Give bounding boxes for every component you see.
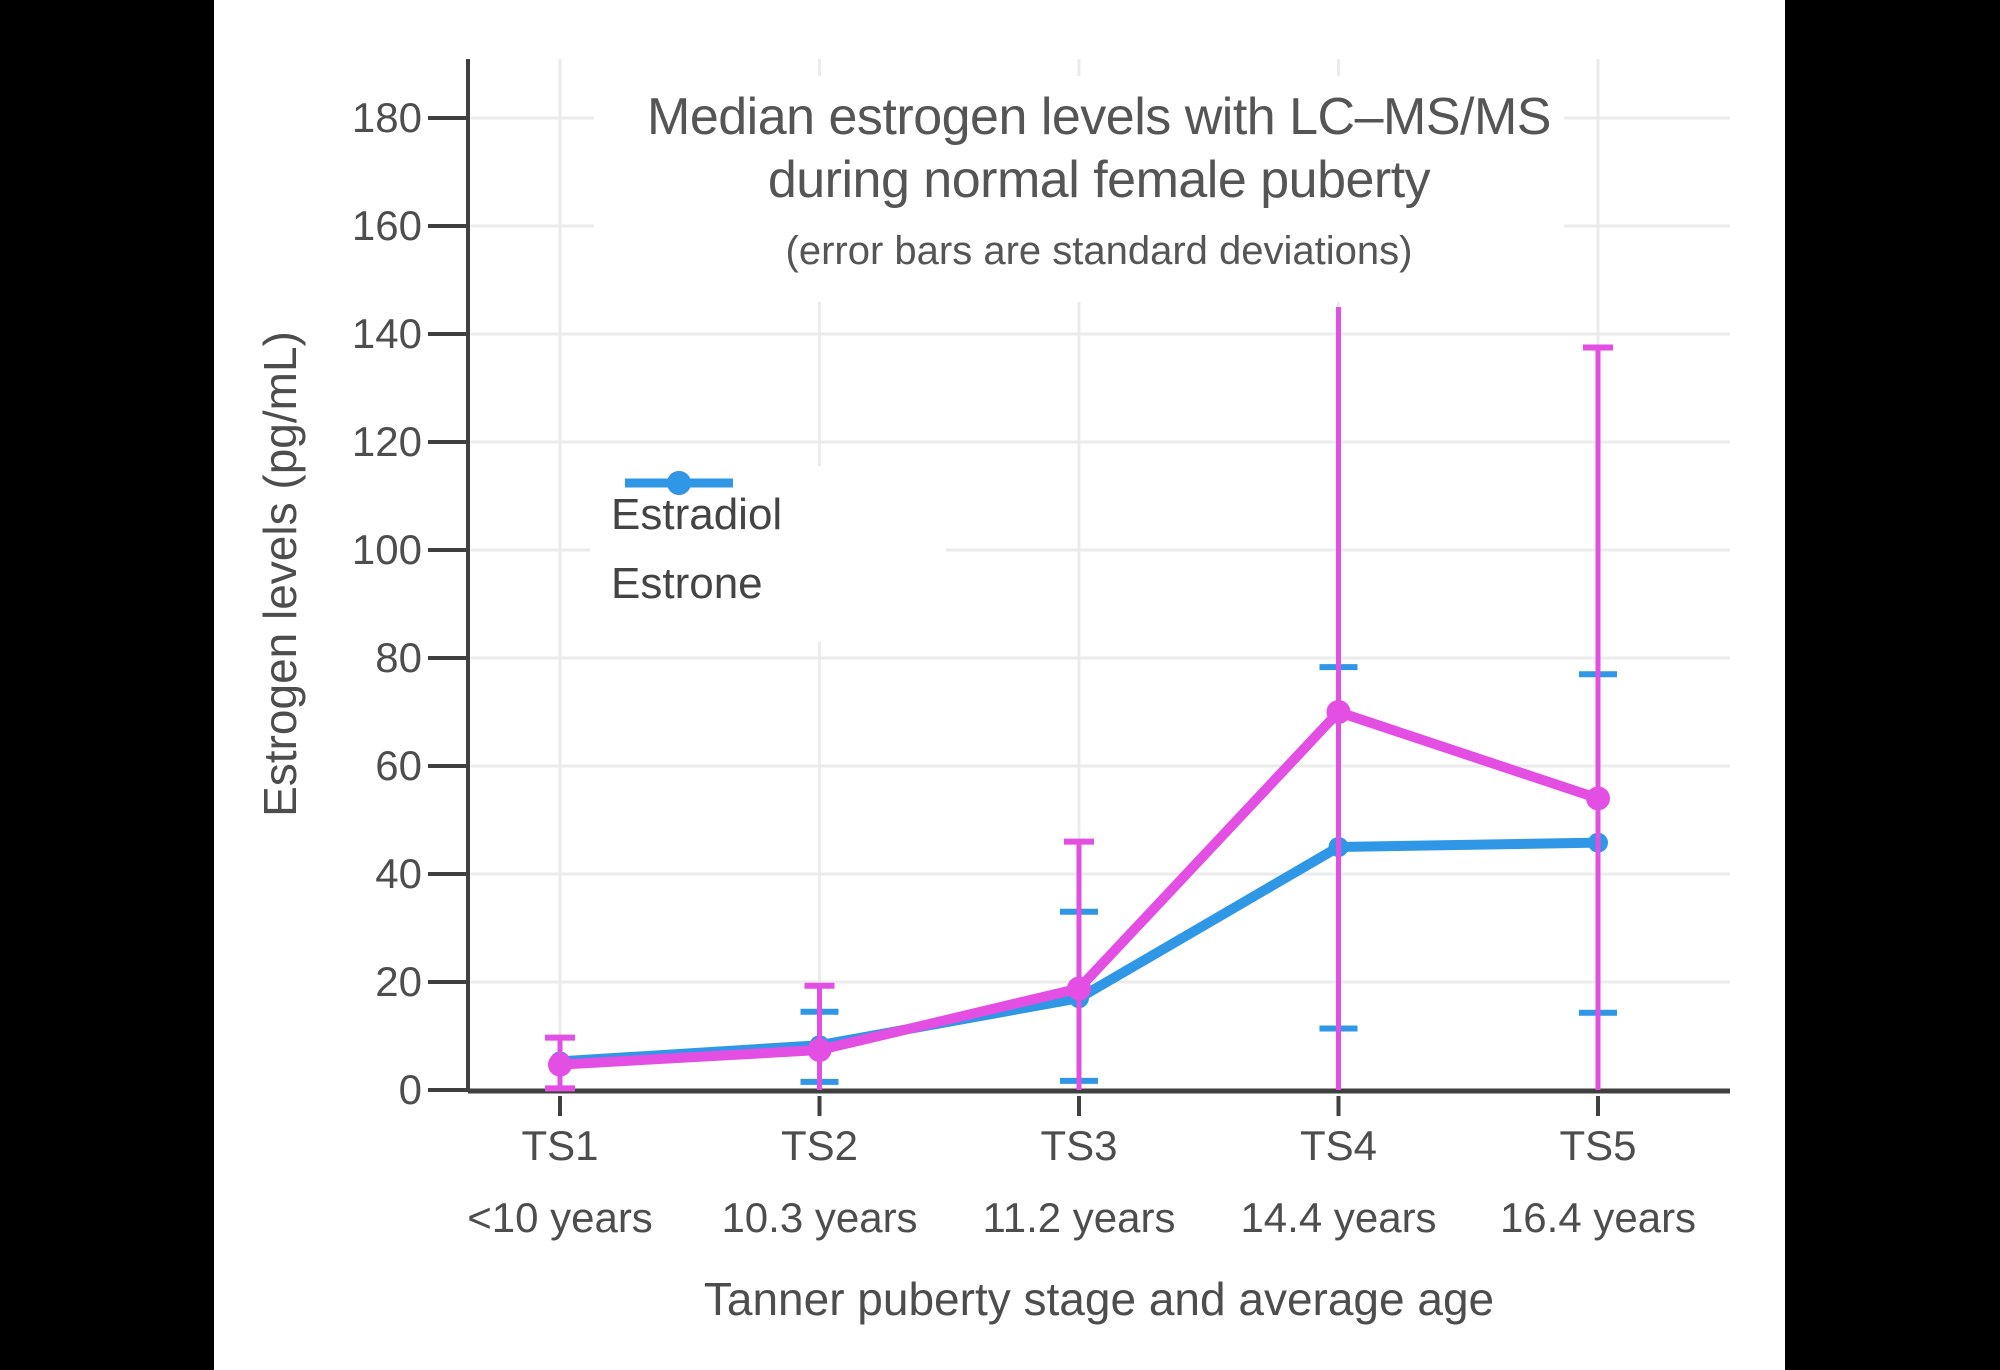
- legend-item-estrone[interactable]: Estrone: [592, 471, 944, 618]
- chart-title-line1: Median estrogen levels with LC–MS/MS: [647, 88, 1551, 146]
- y-tick-label-0: 0: [398, 1066, 422, 1113]
- data-point-estradiol-TS1: [548, 1052, 572, 1077]
- x-age-label-TS2: 10.3 years: [721, 1194, 918, 1241]
- y-tick-label-180: 180: [351, 94, 422, 141]
- data-point-estradiol-TS4: [1326, 700, 1351, 724]
- title-background: [594, 76, 1564, 302]
- x-age-label-TS3: 11.2 years: [982, 1194, 1176, 1241]
- legend-swatch-estrone: [625, 471, 733, 495]
- x-age-label-TS4: 14.4 years: [1240, 1194, 1437, 1241]
- x-tick-label-TS4: TS4: [1299, 1122, 1378, 1169]
- y-tick-label-120: 120: [351, 418, 422, 465]
- x-tick-label-TS2: TS2: [780, 1122, 859, 1169]
- legend-label: Estrone: [611, 558, 763, 608]
- x-axis-title: Tanner puberty stage and average age: [703, 1273, 1495, 1325]
- x-age-label-TS5: 16.4 years: [1499, 1194, 1697, 1241]
- chart-canvas: Median estrogen levels with LC–MS/MS dur…: [214, 0, 1785, 1370]
- y-tick-label-140: 140: [351, 310, 422, 357]
- y-tick-label-100: 100: [351, 526, 422, 573]
- legend-label: Estradiol: [611, 489, 783, 539]
- x-tick-label-TS3: TS3: [1040, 1122, 1118, 1169]
- x-age-label-TS1: <10 years: [467, 1194, 653, 1241]
- y-tick-label-80: 80: [375, 634, 422, 681]
- chart-subtitle: (error bars are standard deviations): [785, 229, 1413, 273]
- chart-title-line2: during normal female puberty: [767, 151, 1431, 209]
- y-tick-label-60: 60: [375, 742, 422, 789]
- data-point-estradiol-TS5: [1586, 786, 1610, 811]
- x-tick-label-TS1: TS1: [521, 1122, 599, 1169]
- y-tick-label-20: 20: [375, 958, 422, 1005]
- data-point-estradiol-TS3: [1067, 976, 1091, 1001]
- legend-dot-icon: [667, 471, 691, 495]
- x-tick-label-TS5: TS5: [1559, 1122, 1637, 1169]
- y-tick-label-160: 160: [351, 202, 422, 249]
- legend: Estradiol Estrone: [592, 470, 944, 630]
- data-point-estradiol-TS2: [807, 1038, 832, 1063]
- y-tick-label-40: 40: [375, 850, 422, 897]
